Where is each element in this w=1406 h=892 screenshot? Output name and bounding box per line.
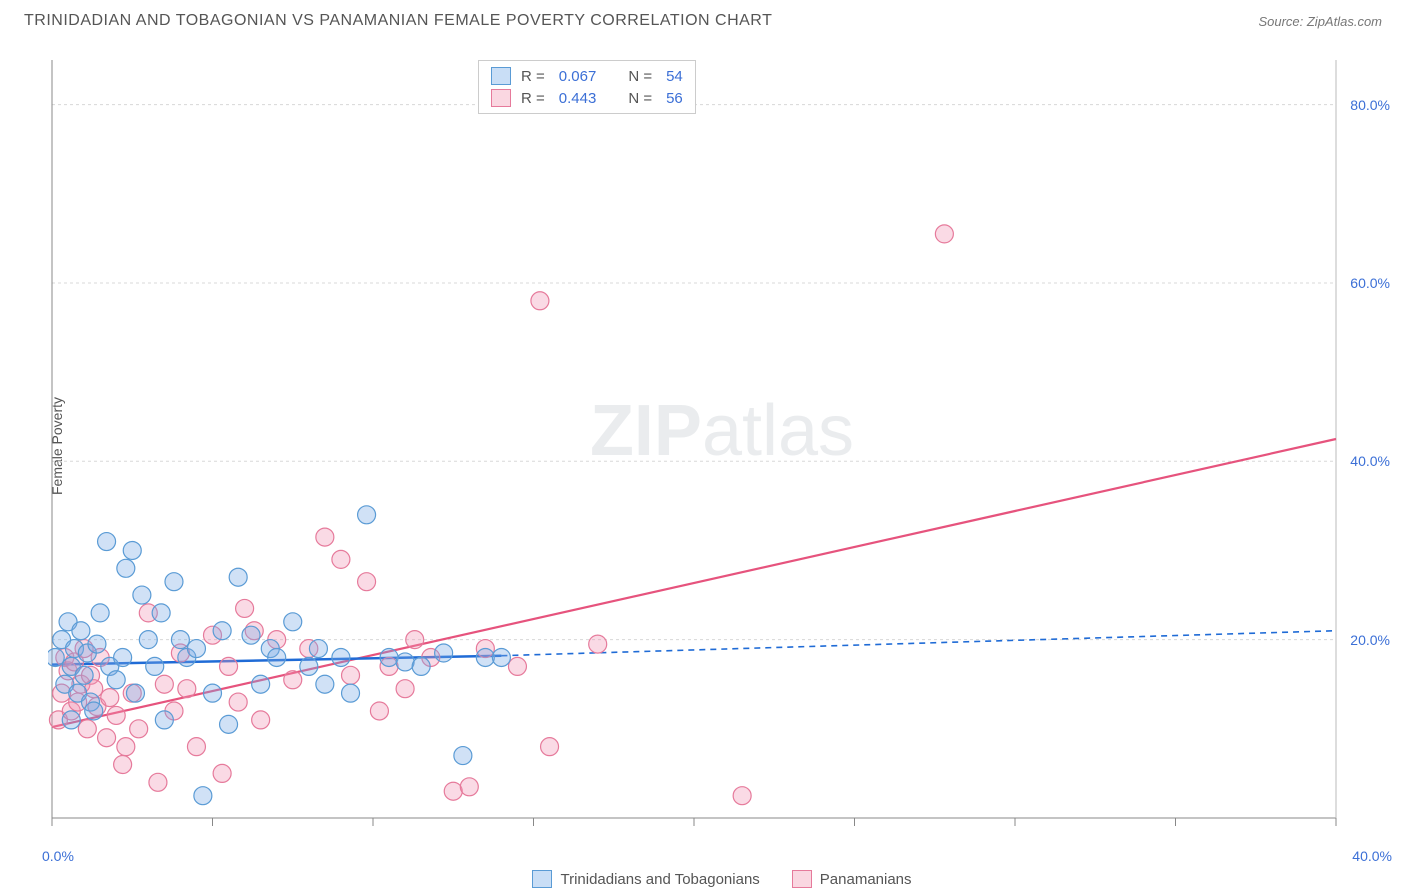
y-tick-label: 60.0%	[1350, 275, 1390, 291]
y-tick-label: 40.0%	[1350, 453, 1390, 469]
legend-row-blue: R = 0.067 N = 54	[491, 65, 683, 87]
r-value-pink: 0.443	[559, 90, 597, 107]
x-axis-min-label: 0.0%	[42, 848, 74, 864]
source-attribution: Source: ZipAtlas.com	[1258, 14, 1382, 29]
y-tick-label: 80.0%	[1350, 97, 1390, 113]
legend-item-blue: Trinidadians and Tobagonians	[532, 870, 759, 888]
n-value-pink: 56	[666, 90, 683, 107]
chart-title: TRINIDADIAN AND TOBAGONIAN VS PANAMANIAN…	[24, 12, 772, 30]
series-label-pink: Panamanians	[820, 871, 912, 888]
r-value-blue: 0.067	[559, 68, 597, 85]
swatch-blue-icon	[532, 870, 552, 888]
y-tick-label: 20.0%	[1350, 632, 1390, 648]
swatch-pink-icon	[491, 89, 511, 107]
swatch-pink-icon	[792, 870, 812, 888]
scatter-plot	[48, 54, 1396, 840]
series-label-blue: Trinidadians and Tobagonians	[560, 871, 759, 888]
chart-area: ZIPatlas R = 0.067 N = 54 R = 0.443 N = …	[48, 54, 1396, 840]
legend-item-pink: Panamanians	[792, 870, 912, 888]
swatch-blue-icon	[491, 67, 511, 85]
series-legend: Trinidadians and Tobagonians Panamanians	[48, 870, 1396, 888]
correlation-legend: R = 0.067 N = 54 R = 0.443 N = 56	[478, 60, 696, 114]
n-value-blue: 54	[666, 68, 683, 85]
x-axis-max-label: 40.0%	[1352, 848, 1392, 864]
legend-row-pink: R = 0.443 N = 56	[491, 87, 683, 109]
